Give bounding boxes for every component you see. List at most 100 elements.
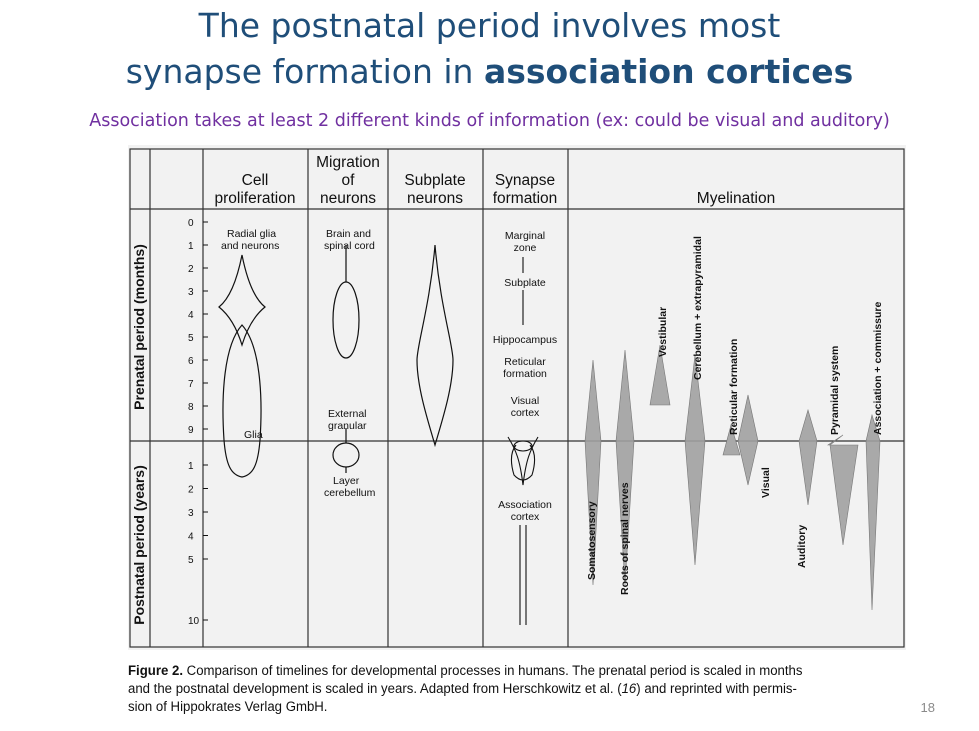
postnatal-tick-4: 4 xyxy=(188,532,194,543)
title-emphasis: association cortices xyxy=(483,52,854,91)
caption-figure-label: Figure 2. xyxy=(128,663,184,679)
prenatal-tick-1: 1 xyxy=(188,241,194,252)
figure-caption: Figure 2. Comparison of timelines for de… xyxy=(128,662,853,716)
column-headers: Cell proliferation Migration of neurons … xyxy=(215,154,776,207)
label-and-neurons: and neurons xyxy=(221,240,279,252)
postnatal-tick-1: 1 xyxy=(188,461,194,472)
caption-line-2: and the postnatal development is scaled … xyxy=(128,680,853,698)
label-cerebellum: cerebellum xyxy=(324,487,376,499)
header-subplate: Subplate xyxy=(404,172,465,189)
figure-background xyxy=(128,145,906,650)
association-cortex-shape xyxy=(519,525,527,625)
wedge-cerebellum xyxy=(684,354,706,566)
wedge-spinal-nerves xyxy=(615,349,635,586)
prenatal-tick-7: 7 xyxy=(188,379,194,390)
header-cell: Cell xyxy=(242,172,269,189)
caption-text-1: Comparison of timelines for developmenta… xyxy=(183,663,803,679)
caption-line-3: sion of Hippokrates Verlag GmbH. xyxy=(128,699,328,715)
label-brain-and: Brain and xyxy=(326,228,371,240)
prenatal-tick-6: 6 xyxy=(188,356,194,367)
migration-shapes xyxy=(332,245,360,473)
title-line-2: synapse formation in association cortice… xyxy=(0,52,979,92)
header-of: of xyxy=(342,172,356,189)
label-vestibular: Vestibular xyxy=(657,307,669,357)
synapse-shapes xyxy=(507,257,539,625)
label-external: External xyxy=(328,408,367,420)
header-formation: formation xyxy=(493,190,558,207)
postnatal-ticks: 1 2 3 4 5 10 xyxy=(188,461,208,627)
label-zone: zone xyxy=(514,242,537,254)
postnatal-tick-10: 10 xyxy=(188,616,200,627)
cell-proliferation-shapes xyxy=(218,254,266,478)
caption-line-1: Figure 2. Comparison of timelines for de… xyxy=(128,662,853,680)
cell-proliferation-labels: Radial glia and neurons Glia xyxy=(221,228,279,441)
header-subplate-neurons: neurons xyxy=(407,190,463,207)
figure-grid xyxy=(129,148,905,648)
label-reticular-formation-tract: Reticular formation xyxy=(728,339,740,435)
wedge-visual xyxy=(737,394,759,486)
wedge-reticular xyxy=(722,423,741,456)
prenatal-ticks: 0 1 2 3 4 5 6 7 8 9 xyxy=(188,218,208,436)
prenatal-tick-9: 9 xyxy=(188,425,194,436)
wedge-pyramidal xyxy=(827,434,859,546)
myelination-labels: Somatosensory Roots of spinal nerves Ves… xyxy=(586,236,884,595)
label-hippocampus: Hippocampus xyxy=(493,334,557,346)
glia-shape xyxy=(222,324,262,478)
prenatal-tick-3: 3 xyxy=(188,287,194,298)
title-line-2-text: synapse formation in xyxy=(125,52,484,91)
label-somatosensory: Somatosensory xyxy=(586,501,598,580)
label-spinal-cord: spinal cord xyxy=(324,240,375,252)
slide-number: 18 xyxy=(920,700,935,715)
myelination-wedges xyxy=(584,344,881,611)
header-neurons: neurons xyxy=(320,190,376,207)
label-auditory: Auditory xyxy=(796,525,808,568)
developmental-timeline-figure: Cell proliferation Migration of neurons … xyxy=(128,145,906,650)
slide-subtitle: Association takes at least 2 different k… xyxy=(89,111,890,131)
radial-glia-shape xyxy=(218,254,266,348)
label-marginal: Marginal xyxy=(505,230,545,242)
label-reticular-formation: formation xyxy=(503,368,547,380)
header-synapse: Synapse xyxy=(495,172,555,189)
prenatal-tick-2: 2 xyxy=(188,264,194,275)
wedge-vestibular xyxy=(649,344,671,406)
label-association: Association xyxy=(498,499,552,511)
label-association-commissure: Association + commissure xyxy=(872,301,884,435)
label-reticular: Reticular xyxy=(504,356,546,368)
subplate-neurons-shape xyxy=(416,244,454,448)
prenatal-tick-5: 5 xyxy=(188,333,194,344)
synapse-node xyxy=(513,440,533,452)
label-granular: granular xyxy=(328,420,367,432)
prenatal-tick-4: 4 xyxy=(188,310,194,321)
label-layer: Layer xyxy=(333,475,360,487)
label-roots-of-spinal-nerves: Roots of spinal nerves xyxy=(619,482,631,595)
label-visual: Visual xyxy=(511,395,539,407)
migration-labels: Brain and spinal cord External granular … xyxy=(324,228,376,499)
label-visual-tract: Visual xyxy=(760,467,772,498)
association-envelope xyxy=(510,444,536,481)
prenatal-tick-0: 0 xyxy=(188,218,194,229)
label-visual-cortex: cortex xyxy=(511,407,540,419)
prenatal-axis-label: Prenatal period (months) xyxy=(131,244,147,410)
wedge-association xyxy=(865,413,881,611)
caption-reference: 16 xyxy=(621,681,637,697)
label-association-cortex: cortex xyxy=(511,511,540,523)
synapse-labels: Marginal zone Subplate Hippocampus Retic… xyxy=(493,230,557,523)
caption-text-2b: ) and reprinted with permis- xyxy=(636,681,797,697)
header-migration: Migration xyxy=(316,154,380,171)
wedge-auditory xyxy=(798,408,818,506)
header-myelination: Myelination xyxy=(697,190,775,207)
wedge-somatosensory xyxy=(584,359,602,586)
label-radial-glia: Radial glia xyxy=(227,228,276,240)
header-proliferation: proliferation xyxy=(215,190,296,207)
postnatal-tick-2: 2 xyxy=(188,485,194,496)
caption-text-2: and the postnatal development is scaled … xyxy=(128,681,622,697)
postnatal-tick-5: 5 xyxy=(188,555,194,566)
prenatal-tick-8: 8 xyxy=(188,402,194,413)
label-subplate: Subplate xyxy=(504,277,546,289)
label-pyramidal-system: Pyramidal system xyxy=(829,346,841,435)
title-line-1: The postnatal period involves most xyxy=(198,6,781,45)
label-glia: Glia xyxy=(244,429,263,441)
postnatal-axis-label: Postnatal period (years) xyxy=(131,465,147,625)
postnatal-tick-3: 3 xyxy=(188,508,194,519)
label-cerebellum-extrapyramidal: Cerebellum + extrapyramidal xyxy=(692,236,704,380)
